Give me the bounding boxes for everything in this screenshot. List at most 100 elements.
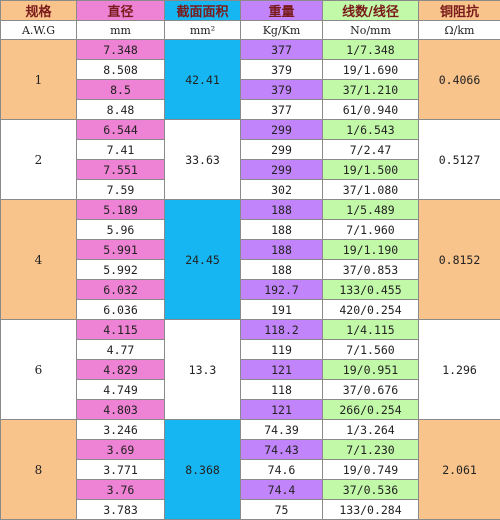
strands-cell: 37/1.080 [322, 179, 419, 200]
diameter-cell: 4.77 [76, 339, 165, 360]
strands-cell: 1/6.543 [322, 119, 419, 140]
unit-resistance: Ω/km [418, 20, 500, 40]
resistance-cell: 0.8152 [418, 199, 500, 320]
table-row: 4.829 121 19/0.951 [1, 359, 500, 380]
weight-cell: 379 [240, 59, 323, 80]
diameter-cell: 8.48 [76, 99, 165, 120]
table-row: 8.508 379 19/1.690 [1, 59, 500, 80]
weight-cell: 118.2 [240, 319, 323, 340]
table-row: 4 5.189 24.45 188 1/5.489 0.8152 [0, 199, 500, 320]
gauge-cell: 1 [0, 39, 77, 120]
weight-cell: 188 [240, 239, 323, 260]
weight-cell: 74.43 [240, 439, 323, 460]
weight-cell: 188 [240, 259, 323, 280]
diameter-cell: 6.036 [76, 299, 165, 320]
area-cell: 24.45 [164, 199, 241, 320]
gauge-cell: 8 [0, 419, 77, 520]
diameter-cell: 6.544 [76, 119, 165, 140]
weight-cell: 192.7 [240, 279, 323, 300]
weight-cell: 74.39 [240, 419, 323, 440]
table-header: 规格 直径 截面面积 重量 线数/线径 铜阻抗 A.W.G mm mm² Kg/… [0, 0, 500, 40]
strands-cell: 1/4.115 [322, 319, 419, 340]
weight-cell: 118 [240, 379, 323, 400]
diameter-cell: 3.771 [76, 459, 165, 480]
resistance-cell: 2.061 [418, 419, 500, 520]
header-diameter: 直径 [76, 0, 165, 21]
diameter-cell: 4.803 [76, 399, 165, 420]
diameter-cell: 7.41 [76, 139, 165, 160]
strands-cell: 37/0.536 [322, 479, 419, 500]
diameter-cell: 7.348 [76, 39, 165, 60]
diameter-cell: 5.189 [76, 199, 165, 220]
table-row: 8 3.246 8.368 74.39 1/3.264 2.061 [0, 419, 500, 520]
weight-cell: 191 [240, 299, 323, 320]
header-gauge: 规格 [0, 0, 77, 21]
table-row: 7.59 302 37/1.080 [1, 179, 500, 200]
strands-cell: 37/0.853 [322, 259, 419, 280]
area-cell: 13.3 [164, 319, 241, 420]
diameter-cell: 8.508 [76, 59, 165, 80]
table-row: 3.76 74.4 37/0.536 [1, 479, 500, 500]
weight-cell: 188 [240, 199, 323, 220]
diameter-cell: 4.749 [76, 379, 165, 400]
strands-cell: 133/0.455 [322, 279, 419, 300]
strands-cell: 1/5.489 [322, 199, 419, 220]
table-row: 6.036 191 420/0.254 [1, 299, 500, 320]
diameter-cell: 3.76 [76, 479, 165, 500]
table-row: 7.551 299 19/1.500 [1, 159, 500, 180]
weight-cell: 121 [240, 359, 323, 380]
table-row: 6 4.115 13.3 118.2 1/4.115 1.296 [0, 319, 500, 420]
strands-cell: 19/1.500 [322, 159, 419, 180]
weight-cell: 302 [240, 179, 323, 200]
table-row: 5.991 188 19/1.190 [1, 239, 500, 260]
weight-cell: 188 [240, 219, 323, 240]
strands-cell: 61/0.940 [322, 99, 419, 120]
strands-cell: 7/1.960 [322, 219, 419, 240]
header-weight: 重量 [240, 0, 323, 21]
diameter-cell: 5.991 [76, 239, 165, 260]
table-row: 2 6.544 33.63 299 1/6.543 0.5127 [0, 119, 500, 200]
strands-cell: 7/2.47 [322, 139, 419, 160]
table-row: 4.803 121 266/0.254 [1, 399, 500, 420]
weight-cell: 377 [240, 99, 323, 120]
table-body: 1 7.348 42.41 377 1/7.348 0.4066 8.508 379 19/1.… [0, 39, 500, 520]
weight-cell: 121 [240, 399, 323, 420]
weight-cell: 74.6 [240, 459, 323, 480]
strands-cell: 420/0.254 [322, 299, 419, 320]
strands-cell: 7/1.230 [322, 439, 419, 460]
gauge-cell: 6 [0, 319, 77, 420]
gauge-cell: 2 [0, 119, 77, 200]
table-row: 4.77 119 7/1.560 [1, 339, 500, 360]
weight-cell: 119 [240, 339, 323, 360]
weight-cell: 299 [240, 119, 323, 140]
unit-strands: No/mm [322, 20, 419, 40]
strands-cell: 19/0.749 [322, 459, 419, 480]
diameter-cell: 3.69 [76, 439, 165, 460]
table-row: 4.749 118 37/0.676 [1, 379, 500, 400]
resistance-cell: 1.296 [418, 319, 500, 420]
table-row: 8.5 379 37/1.210 [1, 79, 500, 100]
header-strands: 线数/线径 [322, 0, 419, 21]
diameter-cell: 6.032 [76, 279, 165, 300]
table-row: 6.032 192.7 133/0.455 [1, 279, 500, 300]
diameter-cell: 5.96 [76, 219, 165, 240]
table-row: 1 7.348 42.41 377 1/7.348 0.4066 [0, 39, 500, 120]
weight-cell: 74.4 [240, 479, 323, 500]
table-row: 5.992 188 37/0.853 [1, 259, 500, 280]
weight-cell: 377 [240, 39, 323, 60]
diameter-cell: 3.246 [76, 419, 165, 440]
diameter-cell: 4.115 [76, 319, 165, 340]
area-cell: 42.41 [164, 39, 241, 120]
strands-cell: 266/0.254 [322, 399, 419, 420]
strands-cell: 19/1.190 [322, 239, 419, 260]
weight-cell: 75 [240, 499, 323, 520]
gauge-cell: 4 [0, 199, 77, 320]
diameter-cell: 4.829 [76, 359, 165, 380]
strands-cell: 133/0.284 [322, 499, 419, 520]
table-row: 7.41 299 7/2.47 [1, 139, 500, 160]
diameter-cell: 8.5 [76, 79, 165, 100]
strands-cell: 7/1.560 [322, 339, 419, 360]
table-row: 3.783 75 133/0.284 [1, 499, 500, 520]
strands-cell: 19/0.951 [322, 359, 419, 380]
